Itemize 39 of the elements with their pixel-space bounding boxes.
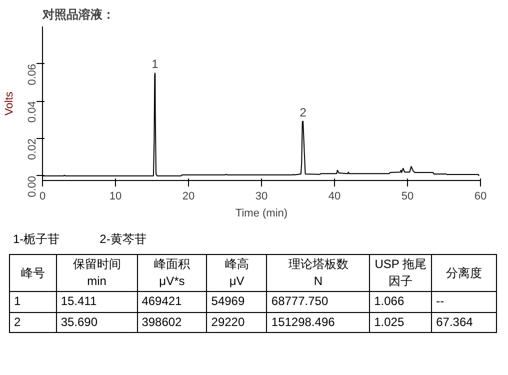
text: 54969 [206, 292, 267, 312]
text: 469421 [137, 292, 207, 312]
text: 峰号 [10, 254, 56, 292]
text: 2-黄芩苷 [100, 232, 146, 246]
chart-title: 对照品溶液： [42, 8, 114, 22]
text: 67.364 [432, 312, 496, 332]
text: 峰高 μV [206, 254, 267, 292]
text: 峰面积 μV*s [137, 254, 207, 292]
text: 398602 [137, 312, 207, 332]
text: 1.066 [370, 292, 432, 312]
x-axis-title: Time (min) [235, 208, 288, 220]
text: 35.690 [56, 312, 138, 332]
x-tick-label: 60 [474, 190, 487, 202]
x-tick-label: 30 [255, 190, 268, 202]
text: 分离度 [432, 254, 496, 292]
text: 2 [10, 312, 56, 332]
y-tick-label: 0.00 [26, 176, 38, 198]
text: USP 拖尾因子 [370, 254, 432, 292]
text: 29220 [206, 312, 267, 332]
x-tick-label: 50 [401, 190, 414, 202]
y-tick-label: 0.06 [26, 64, 38, 86]
x-tick-label: 0 [39, 190, 46, 202]
text: 理论塔板数 N [266, 254, 370, 292]
text: 68777.750 [266, 292, 370, 312]
text: 15.411 [56, 292, 138, 312]
y-axis-title: Volts [4, 91, 16, 116]
text: 1-栀子苷 [13, 232, 60, 246]
x-tick-label: 10 [109, 190, 122, 202]
annotation: 2 [300, 105, 307, 120]
y-tick-label: 0.02 [26, 138, 38, 160]
annotation: 1 [152, 57, 159, 72]
text: 151298.496 [266, 312, 370, 332]
text: -- [432, 292, 496, 312]
text: 保留时间 min [56, 254, 138, 292]
x-tick-label: 20 [182, 190, 195, 202]
y-tick-label: 0.04 [26, 101, 38, 123]
text: 1 [10, 292, 56, 312]
text: 1.025 [370, 312, 432, 332]
x-tick-label: 40 [328, 190, 341, 202]
